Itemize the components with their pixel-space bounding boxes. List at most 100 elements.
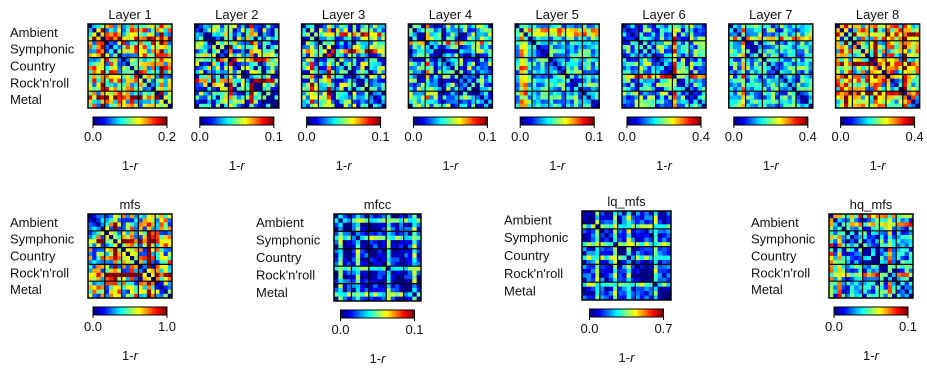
heatmap-cell: [212, 41, 217, 46]
heatmap-cell: [429, 83, 434, 88]
heatmap-cell: [574, 83, 579, 88]
colorbar-segment: [905, 117, 908, 125]
heatmap-cell: [143, 222, 148, 227]
heatmap-cell: [356, 100, 361, 105]
heatmap-cell: [911, 28, 916, 33]
colorbar-segment: [647, 117, 650, 125]
heatmap-cell: [96, 269, 101, 274]
colorbar-segment: [614, 309, 617, 317]
heatmap-cell: [662, 291, 667, 296]
heatmap-cell: [627, 215, 632, 220]
heatmap-cell: [327, 74, 332, 79]
colorbar-segment: [254, 117, 257, 125]
heatmap-cell: [138, 235, 143, 240]
heatmap-cell: [96, 28, 101, 33]
heatmap-cell: [886, 28, 891, 33]
heatmap-title: mfcc: [364, 197, 392, 212]
heatmap-cell: [677, 32, 682, 37]
heatmap-cell: [351, 292, 356, 297]
heatmap-cell: [323, 66, 328, 71]
heatmap-cell: [159, 218, 164, 223]
heatmap-cell: [126, 281, 131, 286]
heatmap-cell: [570, 45, 575, 50]
heatmap-cell: [532, 58, 537, 63]
heatmap-cell: [404, 223, 409, 228]
heatmap-cell: [553, 41, 558, 46]
heatmap-cell: [647, 28, 652, 33]
heatmap-cell: [113, 222, 118, 227]
heatmap-cell: [113, 74, 118, 79]
colorbar-segment: [358, 310, 361, 318]
heatmap-cell: [266, 49, 271, 54]
heatmap-cell: [653, 247, 658, 252]
heatmap-cell: [681, 32, 686, 37]
colorbar-segment: [140, 117, 143, 125]
heatmap-cell: [122, 273, 127, 278]
heatmap-cell: [643, 32, 648, 37]
heatmap-cell: [480, 41, 485, 46]
colorbar-segment: [390, 310, 393, 318]
heatmap-cell: [318, 58, 323, 63]
heatmap-cell: [647, 100, 652, 105]
colorbar-segment: [631, 309, 634, 317]
heatmap-cell: [360, 288, 365, 293]
heatmap-cell: [130, 285, 135, 290]
heatmap-cell: [600, 233, 605, 238]
heatmap-cell: [476, 83, 481, 88]
colorbar-segment: [366, 117, 369, 125]
heatmap-cell: [591, 32, 596, 37]
heatmap-cell: [318, 32, 323, 37]
heatmap-cell: [404, 266, 409, 271]
heatmap-cell: [566, 83, 571, 88]
heatmap-cell: [369, 249, 374, 254]
heatmap-cell: [199, 28, 204, 33]
heatmap-cell: [771, 74, 776, 79]
heatmap-cell: [656, 62, 661, 67]
heatmap-cell: [122, 231, 127, 236]
heatmap-cell: [122, 235, 127, 240]
heatmap-cell: [199, 83, 204, 88]
heatmap-cell: [335, 74, 340, 79]
heatmap-cell: [147, 273, 152, 278]
heatmap-cell: [306, 91, 311, 96]
heatmap-cell: [566, 79, 571, 84]
heatmap-cell: [338, 292, 343, 297]
heatmap-cell: [519, 62, 524, 67]
heatmap-cell: [677, 28, 682, 33]
heatmap-cell: [644, 215, 649, 220]
heatmap-cell: [155, 41, 160, 46]
heatmap-cell: [138, 269, 143, 274]
heatmap-cell: [266, 95, 271, 100]
heatmap-cell: [672, 66, 677, 71]
heatmap-cell: [212, 62, 217, 67]
heatmap-cell: [557, 66, 562, 71]
genre-label: Rock'n'roll: [504, 266, 563, 281]
heatmap-cell: [143, 231, 148, 236]
heatmap-cell: [442, 28, 447, 33]
heatmap-cell: [391, 258, 396, 263]
heatmap-cell: [639, 95, 644, 100]
heatmap-cell: [109, 269, 114, 274]
heatmap-cell: [92, 32, 97, 37]
heatmap-cell: [693, 41, 698, 46]
colorbar-segment: [622, 309, 625, 317]
heatmap-cell: [113, 28, 118, 33]
heatmap-cell: [147, 248, 152, 253]
genre-label: Ambient: [10, 215, 58, 230]
heatmap-cell: [626, 41, 631, 46]
heatmap-cell: [164, 290, 169, 295]
heatmap-cell: [586, 215, 591, 220]
heatmap-cell: [373, 218, 378, 223]
heatmap-cell: [126, 231, 131, 236]
heatmap-cell: [656, 100, 661, 105]
colorbar-segment: [368, 117, 371, 125]
heatmap-cell: [767, 58, 772, 63]
heatmap-cell: [233, 74, 238, 79]
colorbar-segment: [319, 117, 322, 125]
heatmap-cell: [480, 28, 485, 33]
heatmap-cell: [746, 66, 751, 71]
heatmap-cell: [126, 285, 131, 290]
colorbar-segment: [639, 117, 642, 125]
colorbar-axis-label: 1-r: [656, 158, 673, 173]
